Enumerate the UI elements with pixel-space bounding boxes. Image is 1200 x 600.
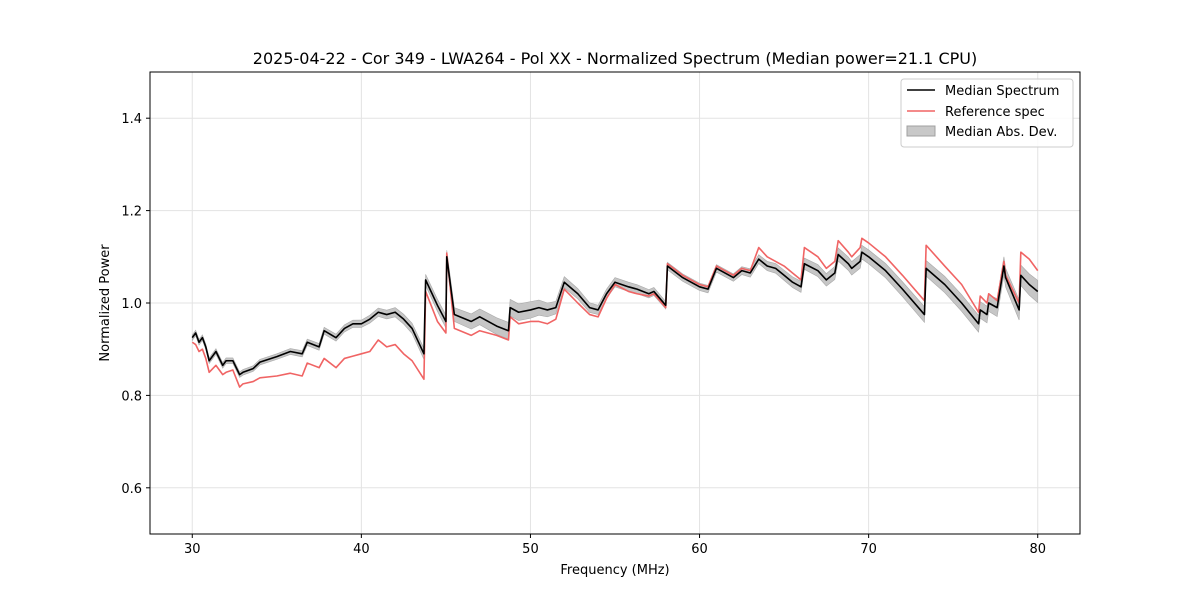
y-tick-label: 0.8 <box>121 389 142 404</box>
x-axis-label: Frequency (MHz) <box>560 563 669 578</box>
x-tick-label: 50 <box>522 542 539 557</box>
x-tick-label: 80 <box>1029 542 1046 557</box>
mad-band <box>191 244 1039 378</box>
series-lines <box>191 237 1039 388</box>
legend-box <box>900 78 1074 148</box>
y-tick-label: 1.0 <box>121 297 142 312</box>
reference-spectrum-line <box>191 237 1039 388</box>
y-tick-label: 1.2 <box>121 205 142 220</box>
x-tick-label: 60 <box>691 542 708 557</box>
median-spectrum-line <box>191 251 1039 376</box>
x-tick-label: 40 <box>353 542 370 557</box>
axis-ticks: 30 40 50 60 70 80 0.6 0.8 1.0 1.2 1.4 <box>121 112 1046 557</box>
legend: Median Spectrum Reference spec Median Ab… <box>900 78 1074 148</box>
legend-median-label: Median Spectrum <box>945 84 1059 99</box>
x-tick-label: 70 <box>860 542 877 557</box>
mad-band-layer <box>191 244 1039 378</box>
chart-title: 2025-04-22 - Cor 349 - LWA264 - Pol XX -… <box>253 49 977 68</box>
legend-reference-label: Reference spec <box>945 105 1045 120</box>
y-tick-label: 0.6 <box>121 482 142 497</box>
legend-mad-swatch <box>906 125 936 137</box>
y-tick-label: 1.4 <box>121 112 142 127</box>
y-axis-label: Normalized Power <box>98 244 113 362</box>
legend-mad-label: Median Abs. Dev. <box>945 125 1057 140</box>
x-tick-label: 30 <box>184 542 201 557</box>
